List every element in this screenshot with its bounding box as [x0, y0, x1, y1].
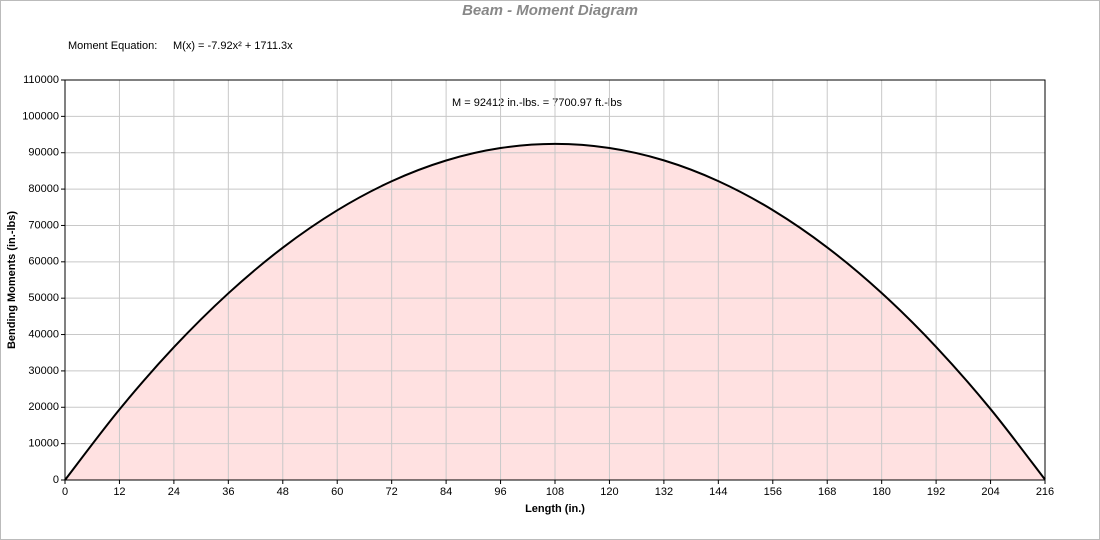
y-tick-label: 70000: [28, 219, 59, 231]
x-tick-label: 60: [331, 486, 343, 498]
y-axis-label: Bending Moments (in.-lbs): [6, 211, 18, 349]
x-tick-label: 204: [981, 486, 999, 498]
x-tick-label: 168: [818, 486, 836, 498]
x-tick-label: 108: [546, 486, 564, 498]
x-tick-label: 0: [62, 486, 68, 498]
x-tick-label: 84: [440, 486, 452, 498]
x-tick-label: 180: [872, 486, 890, 498]
plot: [64, 142, 1046, 481]
equation: M(x) = -7.92x² + 1711.3x: [173, 40, 293, 52]
chart-title: Beam - Moment Diagram: [462, 2, 638, 19]
x-tick-label: 96: [494, 486, 506, 498]
x-tick-label: 156: [764, 486, 782, 498]
y-tick-label: 40000: [28, 328, 59, 340]
x-tick-label: 120: [600, 486, 618, 498]
y-tick-label: 80000: [28, 183, 59, 195]
x-tick-label: 216: [1036, 486, 1054, 498]
x-tick-label: 48: [277, 486, 289, 498]
x-tick-label: 12: [113, 486, 125, 498]
x-tick-label: 36: [222, 486, 234, 498]
x-tick-label: 132: [655, 486, 673, 498]
y-tick-label: 20000: [28, 401, 59, 413]
y-tick-label: 30000: [28, 365, 59, 377]
y-tick-label: 90000: [28, 147, 59, 159]
y-tick-label: 50000: [28, 292, 59, 304]
x-tick-label: 72: [386, 486, 398, 498]
plot-frame: [64, 79, 1046, 481]
x-tick-label: 144: [709, 486, 727, 498]
grid: [61, 79, 1046, 484]
y-tick-label: 60000: [28, 256, 59, 268]
x-axis-label: Length (in.): [525, 503, 585, 515]
moment-line: [64, 142, 1046, 481]
x-tick-label: 192: [927, 486, 945, 498]
y-tick-label: 0: [53, 474, 59, 486]
x-tick-label: 24: [168, 486, 180, 498]
equation-label: Moment Equation:: [68, 40, 157, 52]
y-tick-label: 100000: [22, 110, 59, 122]
annotation: M = 92412 in.-lbs. = 7700.97 ft.-lbs: [452, 97, 622, 109]
y-tick-label: 10000: [28, 438, 59, 450]
y-tick-label: 110000: [23, 74, 59, 86]
